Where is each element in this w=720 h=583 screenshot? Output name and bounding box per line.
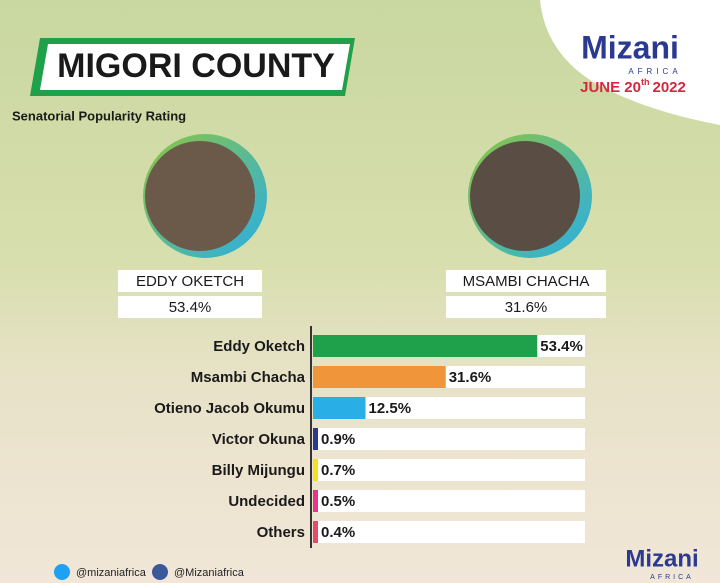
bar	[313, 490, 318, 512]
facebook-handle: @Mizaniafrica	[174, 567, 245, 579]
bar	[313, 397, 366, 419]
category-label: Undecided	[228, 493, 305, 510]
value-label: 0.5%	[321, 493, 355, 510]
bar-track	[313, 490, 585, 512]
value-label: 0.7%	[321, 462, 355, 479]
footer-region: AFRICA	[650, 574, 694, 581]
bar-track	[313, 521, 585, 543]
bar	[313, 521, 318, 543]
facebook-icon	[152, 564, 168, 580]
category-label: Victor Okuna	[212, 431, 306, 448]
name-box	[446, 270, 606, 292]
category-label: Others	[257, 524, 305, 541]
bar	[313, 459, 318, 481]
name-box	[118, 270, 262, 292]
bar	[313, 335, 538, 357]
value-label: 12.5%	[369, 400, 412, 417]
value-label: 53.4%	[540, 338, 583, 355]
date-suffix: th	[641, 77, 650, 87]
value-label: 0.9%	[321, 431, 355, 448]
category-label: Billy Mijungu	[212, 462, 305, 479]
bars: 53.4% Eddy Oketch 31.6% Msambi Chacha 12.5% O…	[154, 335, 585, 543]
candidate-name: MSAMBI CHACHA	[463, 273, 590, 290]
rating-box	[118, 296, 262, 318]
candidate-rating: 31.6%	[505, 299, 548, 316]
brand-region: AFRICA	[628, 67, 681, 76]
value-label: 0.4%	[321, 524, 355, 541]
category-label: Eddy Oketch	[213, 338, 305, 355]
twitter-icon	[54, 564, 70, 580]
logo-panel	[540, 0, 720, 125]
category-label: Otieno Jacob Okumu	[154, 400, 305, 417]
rating-box	[446, 296, 606, 318]
bar	[313, 428, 318, 450]
bar-track	[313, 397, 585, 419]
date-year: 2022	[653, 79, 686, 96]
twitter-handle: @mizaniafrica	[76, 567, 147, 579]
category-label: Msambi Chacha	[191, 369, 306, 386]
candidate-rating: 53.4%	[169, 299, 212, 316]
date: JUNE 20th 2022	[580, 77, 686, 96]
brand-name: Mizani	[581, 29, 679, 65]
chart-title: MIGORI COUNTY	[57, 47, 335, 85]
value-label: 31.6%	[449, 369, 492, 386]
photo	[470, 141, 580, 251]
bar-track	[313, 428, 585, 450]
candidate-name: EDDY OKETCH	[136, 273, 244, 290]
footer-brand: Mizani	[625, 545, 698, 572]
photo	[145, 141, 255, 251]
date-day: JUNE 20	[580, 79, 641, 96]
bar	[313, 366, 446, 388]
bar-track	[313, 459, 585, 481]
title-box	[40, 44, 350, 90]
chart-subtitle: Senatorial Popularity Rating	[12, 108, 186, 123]
